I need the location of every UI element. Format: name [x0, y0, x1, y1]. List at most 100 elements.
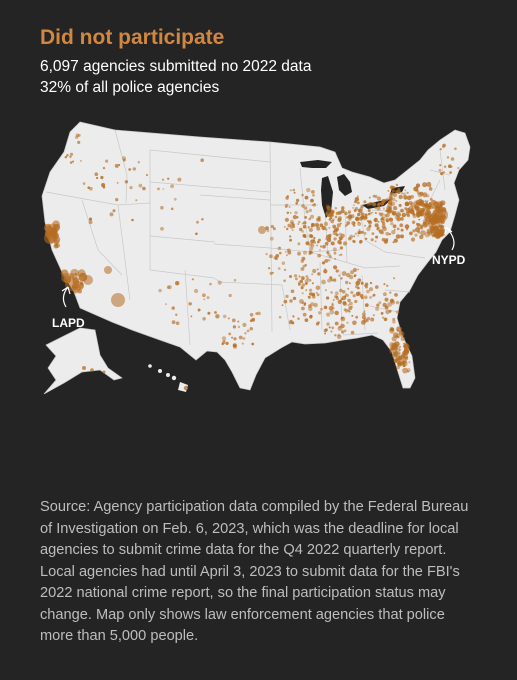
- agency-dot: [400, 336, 406, 342]
- agency-dot: [323, 305, 328, 310]
- agency-dot: [392, 319, 396, 324]
- agency-dot: [429, 197, 433, 201]
- agency-dot: [351, 221, 356, 226]
- agency-dot: [201, 218, 204, 221]
- agency-dot: [237, 325, 241, 329]
- agency-dot: [380, 212, 384, 217]
- agency-dot: [301, 230, 305, 233]
- agency-dot: [355, 291, 361, 297]
- agency-dot: [290, 289, 295, 294]
- agency-dot: [404, 203, 407, 206]
- agency-dot: [401, 192, 403, 195]
- agency-dot: [311, 282, 314, 285]
- agency-dot: [221, 336, 227, 341]
- agency-dot: [286, 227, 289, 231]
- agency-dot: [131, 218, 134, 222]
- agency-dot: [188, 302, 192, 306]
- agency-dot: [294, 211, 298, 215]
- agency-dot: [416, 212, 421, 218]
- agency-dot: [392, 192, 398, 198]
- agency-dot: [269, 271, 273, 275]
- agency-dot: [238, 335, 243, 340]
- agency-dot: [375, 235, 379, 239]
- agency-dot: [183, 385, 189, 391]
- agency-dot: [311, 190, 315, 194]
- agency-dot: [357, 278, 362, 283]
- agency-dot: [287, 250, 292, 255]
- agency-dot: [161, 178, 165, 181]
- agency-dot: [281, 261, 286, 265]
- agency-dot: [292, 215, 297, 220]
- agency-dot: [319, 223, 324, 228]
- agency-dot: [217, 280, 222, 285]
- agency-dot: [374, 212, 377, 214]
- agency-dot: [399, 223, 404, 228]
- agency-dot: [341, 290, 346, 294]
- agency-dot: [395, 234, 401, 239]
- agency-dot: [408, 210, 411, 213]
- agency-dot: [308, 228, 313, 232]
- agency-dot: [194, 288, 199, 294]
- agency-dot: [269, 236, 274, 241]
- agency-dot: [389, 348, 395, 354]
- agency-dot: [387, 189, 390, 192]
- agency-dot: [316, 293, 320, 297]
- agency-dot: [175, 281, 180, 286]
- agency-dot: [337, 299, 342, 305]
- agency-dot: [278, 315, 282, 319]
- agency-dot: [357, 291, 361, 296]
- agency-dot: [374, 240, 377, 243]
- agency-dot: [396, 365, 400, 370]
- agency-dot: [311, 273, 314, 276]
- agency-dot: [251, 342, 255, 346]
- agency-dot: [347, 304, 350, 307]
- agency-dot: [392, 211, 397, 216]
- agency-dot: [325, 204, 330, 209]
- agency-dot: [166, 285, 171, 289]
- agency-dot: [422, 192, 428, 198]
- agency-dot: [309, 292, 311, 295]
- agency-dot: [439, 164, 442, 167]
- agency-dot: [77, 269, 86, 278]
- agency-dot: [338, 232, 343, 236]
- agency-dot: [308, 279, 312, 282]
- agency-dot: [301, 193, 304, 197]
- agency-dot: [279, 251, 282, 255]
- agency-dot: [367, 209, 371, 212]
- lapd-label: LAPD: [52, 316, 85, 330]
- agency-dot: [77, 289, 83, 294]
- agency-dot: [381, 224, 386, 229]
- agency-dot: [287, 223, 292, 228]
- agency-dot: [378, 229, 384, 234]
- agency-dot: [77, 140, 81, 144]
- agency-dot: [400, 217, 404, 221]
- source-note: Source: Agency participation data compil…: [40, 499, 469, 644]
- agency-dot: [128, 168, 132, 171]
- agency-dot: [331, 303, 334, 307]
- agency-dot: [431, 234, 435, 238]
- agency-dot: [265, 252, 268, 256]
- agency-dot: [402, 367, 408, 374]
- agency-dot: [366, 226, 371, 232]
- agency-dot: [301, 204, 305, 208]
- agency-dot: [388, 233, 391, 236]
- agency-dot: [371, 232, 375, 236]
- agency-dot: [266, 229, 270, 233]
- agency-dot: [352, 320, 357, 326]
- agency-dot: [305, 275, 309, 278]
- agency-dot: [105, 159, 109, 163]
- agency-dot: [281, 304, 284, 307]
- agency-dot: [302, 312, 307, 317]
- agency-dot: [44, 223, 53, 232]
- agency-dot: [313, 241, 317, 244]
- lapd-arrowhead: [61, 286, 71, 295]
- agency-dot: [448, 164, 452, 168]
- agency-dot: [345, 280, 349, 285]
- agency-dot: [390, 347, 394, 351]
- agency-dot: [391, 344, 395, 348]
- agency-dot: [206, 296, 210, 300]
- agency-dot: [303, 250, 307, 255]
- agency-dot: [386, 210, 391, 215]
- agency-dot: [90, 368, 94, 372]
- agency-dot: [142, 186, 146, 191]
